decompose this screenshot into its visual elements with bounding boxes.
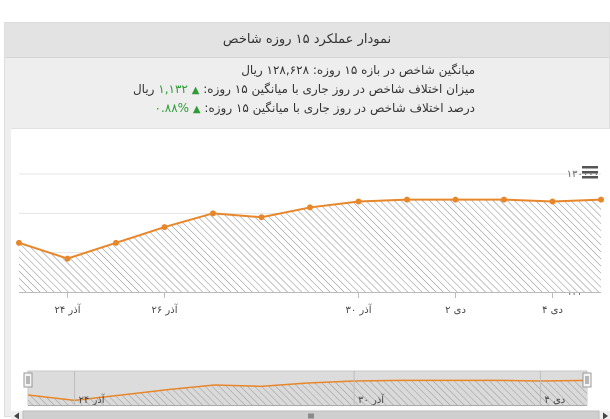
navigator-tick-label: ۲۴ آذر — [79, 393, 106, 406]
difference-info: میزان اختلاف شاخص در روز جاری با میانگین… — [133, 82, 475, 96]
average-value: ۱۲۸,۶۲۸ ریال — [241, 63, 309, 77]
average-info: میانگین شاخص در بازه ۱۵ روزه: ۱۲۸,۶۲۸ ری… — [241, 63, 475, 77]
chart-panel: نمودار عملکرد ۱۵ روزه شاخص میانگین شاخص … — [4, 22, 610, 417]
x-tick-label: ۴ دی — [542, 305, 563, 316]
data-point — [113, 240, 119, 246]
handle-body — [24, 373, 32, 387]
navigator[interactable]: ۲۴ آذر ۳۰ آذر ۴ دی — [11, 371, 610, 419]
difference-label: میزان اختلاف شاخص در روز جاری با میانگین… — [199, 82, 475, 96]
chevron-up-icon: ▲ — [193, 104, 201, 115]
x-tick-label: ۲۴ آذر — [55, 303, 82, 316]
chart-header: نمودار عملکرد ۱۵ روزه شاخص — [5, 23, 609, 58]
handle-body — [583, 373, 591, 387]
data-point — [356, 199, 362, 205]
data-point — [259, 214, 265, 220]
difference-value: ۱,۱۳۲ — [158, 82, 188, 96]
navigator-tick-label: ۳۰ آذر — [358, 393, 385, 406]
data-point — [307, 204, 313, 210]
data-point — [65, 256, 71, 262]
x-tick-label: ۲۶ آذر — [152, 303, 179, 316]
data-point — [550, 199, 556, 205]
data-point — [210, 210, 216, 216]
x-tick-label: ۳۰ آذر — [346, 303, 373, 316]
navigator-tick-label: ۴ دی — [544, 395, 565, 406]
data-point — [16, 240, 22, 246]
percent-value: %۰.۸۸ — [155, 101, 190, 115]
difference-unit: ریال — [133, 82, 158, 96]
grip-icon[interactable] — [583, 373, 591, 387]
x-tick-label: ۲ دی — [445, 305, 466, 316]
percent-label: درصد اختلاف شاخص در روز جاری با میانگین … — [201, 101, 475, 115]
percent-info: درصد اختلاف شاخص در روز جاری با میانگین … — [155, 101, 475, 115]
average-label: میانگین شاخص در بازه ۱۵ روزه: — [309, 63, 475, 77]
data-point — [598, 197, 604, 203]
chart-title: نمودار عملکرد ۱۵ روزه شاخص — [5, 32, 609, 47]
grip-icon[interactable] — [24, 373, 32, 387]
data-point — [501, 197, 507, 203]
data-point — [404, 197, 410, 203]
data-point — [453, 197, 459, 203]
data-point — [162, 224, 168, 230]
hamburger-menu-icon[interactable] — [582, 166, 598, 179]
